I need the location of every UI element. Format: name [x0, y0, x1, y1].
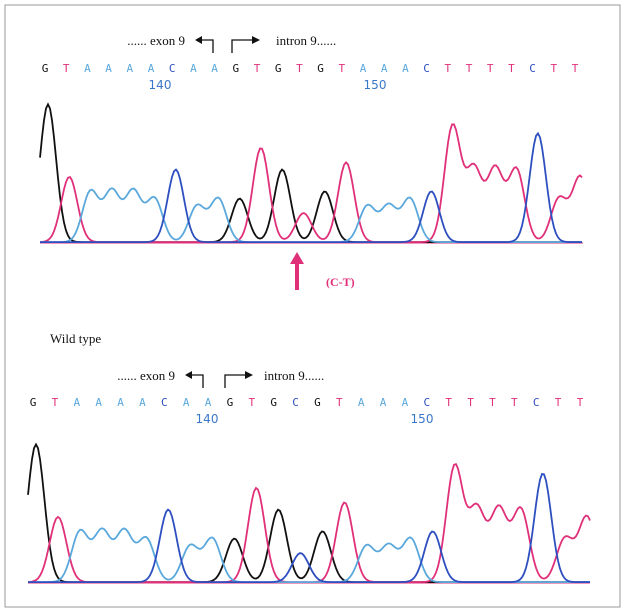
base-letter: G — [314, 396, 321, 409]
base-letter: G — [42, 62, 49, 75]
base-letter: T — [254, 62, 261, 75]
intron-label: intron 9...... — [264, 368, 324, 383]
base-letter: A — [358, 396, 365, 409]
mutation-arrow-shaft — [295, 262, 299, 290]
base-letter: A — [381, 62, 388, 75]
base-letter: A — [205, 396, 212, 409]
caption: Wild type — [50, 331, 101, 346]
base-letter: A — [190, 62, 197, 75]
base-letter: T — [466, 62, 473, 75]
frame — [5, 5, 620, 607]
exon-label: ...... exon 9 — [127, 33, 185, 48]
base-letter: C — [423, 62, 430, 75]
base-letter: T — [550, 62, 557, 75]
base-letter: T — [572, 62, 579, 75]
base-letter: T — [336, 396, 343, 409]
base-letter: A — [211, 62, 218, 75]
base-letter: C — [529, 62, 536, 75]
position-label: 150 — [364, 78, 387, 92]
base-letter: T — [487, 62, 494, 75]
base-letter: A — [360, 62, 367, 75]
base-letter: A — [73, 396, 80, 409]
base-letter: T — [248, 396, 255, 409]
base-letter: C — [424, 396, 431, 409]
base-letter: A — [402, 396, 409, 409]
base-letter: C — [533, 396, 540, 409]
position-label: 140 — [149, 78, 172, 92]
base-letter: A — [402, 62, 409, 75]
figure: ...... exon 9 intron 9...... G T A A A A C A A G T G T… — [0, 0, 626, 613]
base-letter: A — [105, 62, 112, 75]
base-letter: C — [169, 62, 176, 75]
base-letter: A — [95, 396, 102, 409]
base-letter: A — [84, 62, 91, 75]
base-letter: T — [467, 396, 474, 409]
exon-label: ...... exon 9 — [117, 368, 175, 383]
base-letter: T — [444, 62, 451, 75]
base-letter: A — [117, 396, 124, 409]
base-letter: A — [139, 396, 146, 409]
base-letter: T — [338, 62, 345, 75]
base-letter: T — [577, 396, 584, 409]
base-letter: T — [63, 62, 70, 75]
base-letter: G — [275, 62, 282, 75]
base-letter: T — [555, 396, 562, 409]
position-label: 140 — [196, 412, 219, 426]
base-letter: C — [292, 396, 299, 409]
base-letter: G — [317, 62, 324, 75]
position-label: 150 — [411, 412, 434, 426]
base-letter: G — [232, 62, 239, 75]
base-letter: T — [445, 396, 452, 409]
base-letter: G — [270, 396, 277, 409]
base-letter: A — [126, 62, 133, 75]
base-letter: A — [183, 396, 190, 409]
base-letter: G — [227, 396, 234, 409]
base-letter: T — [296, 62, 303, 75]
base-letter: T — [489, 396, 496, 409]
base-letter: C — [161, 396, 168, 409]
base-letter: G — [30, 396, 37, 409]
base-letter: T — [52, 396, 59, 409]
base-letter: T — [511, 396, 518, 409]
base-letter: A — [380, 396, 387, 409]
base-letter: T — [508, 62, 515, 75]
mutation-label: (C-T) — [326, 275, 355, 289]
intron-label: intron 9...... — [276, 33, 336, 48]
base-letter: A — [148, 62, 155, 75]
